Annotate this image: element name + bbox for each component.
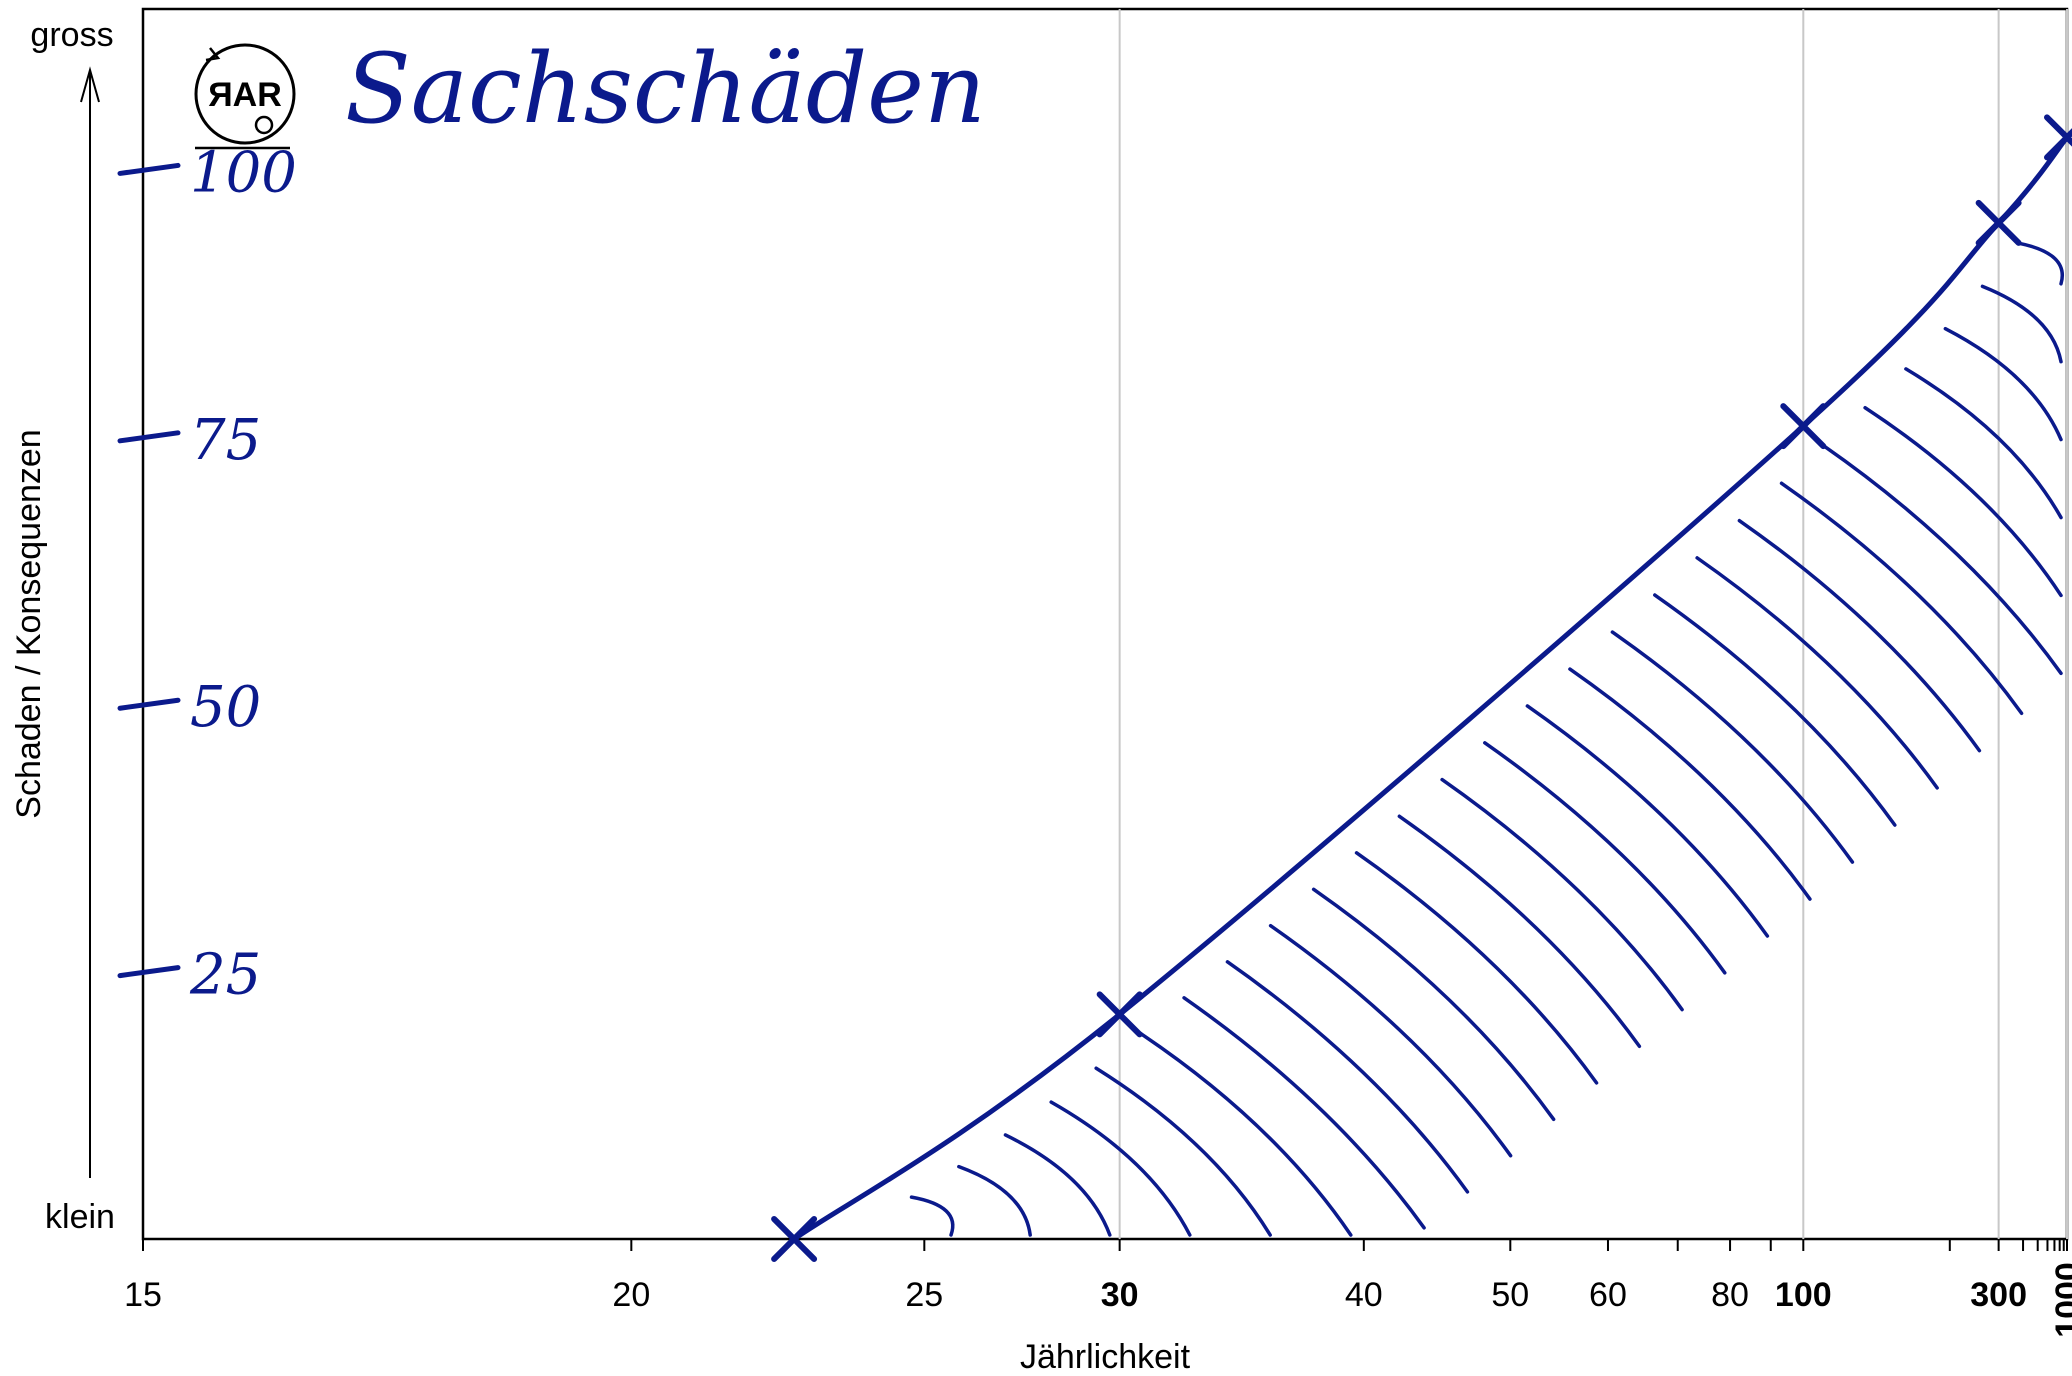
logo-text: ЯAR: [208, 76, 282, 114]
data-marker: [1096, 991, 1143, 1038]
y-axis-title: Schaden / Konsequenzen: [10, 429, 48, 818]
y-tick-50: [117, 697, 181, 711]
x-tick-label: 100: [1775, 1276, 1832, 1314]
hatch-stroke: [1653, 593, 1897, 827]
hatch-stroke: [1904, 367, 2063, 520]
x-tick-label: 25: [905, 1276, 943, 1314]
hatch-stroke: [957, 1164, 1032, 1237]
hatch-stroke: [1397, 814, 1642, 1049]
data-marker: [1780, 403, 1827, 450]
hatch-stroke: [1003, 1133, 1112, 1237]
x-tick-label: 50: [1491, 1276, 1529, 1314]
hatch-stroke: [1779, 481, 2024, 716]
hatch-stroke: [1821, 443, 2063, 676]
chart-title: Sachschäden: [345, 33, 986, 145]
damage-curve: [791, 134, 2070, 1242]
hatch-stroke: [1311, 887, 1556, 1122]
hatch-stroke: [1354, 851, 1599, 1085]
data-markers: [771, 114, 2072, 1262]
hatch-stroke: [909, 1195, 955, 1237]
y-axis-arrow-head: [80, 66, 100, 103]
hatch-stroke: [1225, 960, 1470, 1194]
y-tick-label: 100: [190, 140, 297, 205]
curve-line: [791, 134, 2070, 1242]
hatch-stroke: [1525, 704, 1770, 938]
hatch-stroke: [1483, 741, 1727, 975]
plot-frame: [141, 7, 2069, 1241]
x-tick-label: 80: [1711, 1276, 1749, 1314]
hatch-stroke: [1049, 1100, 1192, 1237]
y-axis: 25 50 75 100: [117, 140, 297, 1008]
hatch-stroke: [1695, 556, 1939, 790]
data-marker: [771, 1216, 818, 1262]
x-tick-label: 1000: [2049, 1262, 2072, 1338]
x-tick-label: 300: [1970, 1276, 2027, 1314]
data-marker: [2044, 114, 2072, 161]
x-axis-title: Jährlichkeit: [1020, 1338, 1191, 1376]
x-tick-label: 15: [124, 1276, 162, 1314]
x-tick-label: 60: [1589, 1276, 1627, 1314]
hatch-stroke: [1980, 284, 2063, 364]
hatch-stroke: [1610, 630, 1855, 864]
y-bottom-label: klein: [45, 1198, 115, 1236]
y-tick-25: [117, 965, 181, 979]
hatch-stroke: [1268, 923, 1513, 1158]
grid-lines: [1118, 9, 2068, 1239]
hatch-stroke: [2016, 241, 2064, 286]
hatch-stroke: [1943, 326, 2063, 442]
hatch-stroke: [1138, 1031, 1353, 1237]
y-tick-label: 75: [190, 408, 261, 473]
x-axis: 15 20 25 30 40 50 60 80 100 300 1000: [124, 1239, 2072, 1338]
y-top-label: gross: [30, 16, 113, 54]
hatch-stroke: [1094, 1066, 1272, 1237]
x-tick-label: 20: [612, 1276, 650, 1314]
hatch-stroke: [1737, 518, 1982, 753]
y-tick-label: 50: [190, 675, 261, 740]
hatch-stroke: [1863, 405, 2063, 598]
x-tick-label: 40: [1345, 1276, 1383, 1314]
y-tick-label: 25: [189, 943, 261, 1008]
rar-logo: ЯAR: [194, 43, 296, 150]
x-tick-label: 30: [1101, 1276, 1139, 1314]
hatch-stroke: [1182, 996, 1426, 1230]
data-marker: [1975, 199, 2022, 246]
hatch-stroke: [1440, 777, 1684, 1012]
hatch-stroke: [1568, 667, 1812, 901]
y-tick-100: [117, 162, 181, 176]
y-tick-75: [117, 430, 181, 444]
hatched-area: [909, 241, 2064, 1237]
